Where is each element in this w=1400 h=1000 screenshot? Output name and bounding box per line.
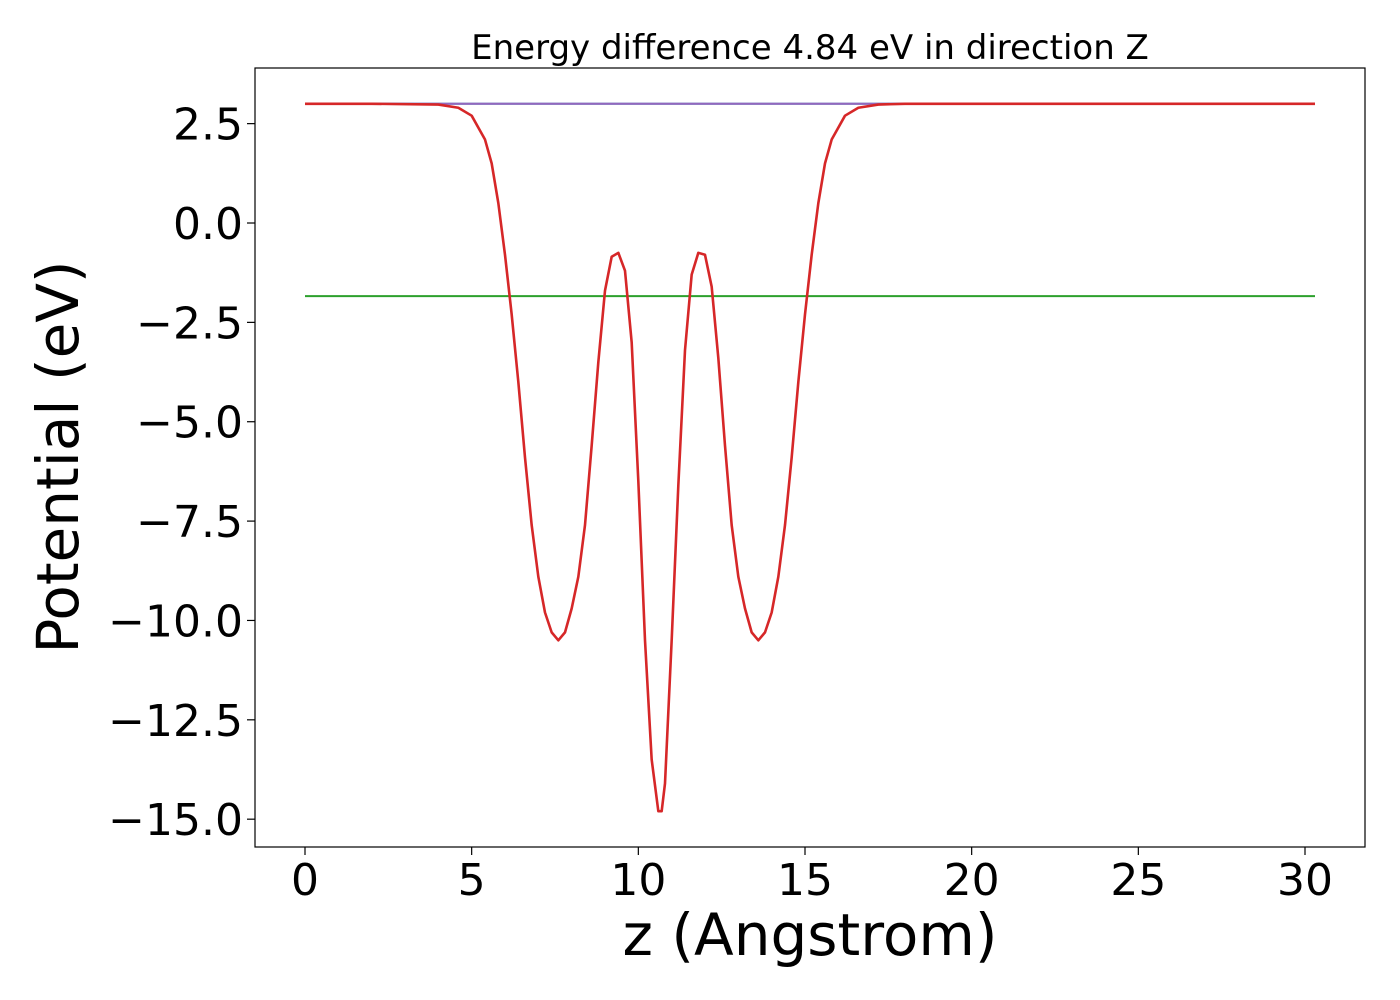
x-tick-label: 15: [777, 855, 833, 906]
x-axis-label: z (Angstrom): [623, 901, 998, 969]
y-tick-label: −10.0: [108, 596, 243, 647]
y-tick-label: −15.0: [108, 795, 243, 846]
x-tick-label: 20: [944, 855, 1000, 906]
y-tick-label: 2.5: [173, 100, 243, 151]
x-tick-label: 30: [1277, 855, 1333, 906]
chart-title: Energy difference 4.84 eV in direction Z: [471, 28, 1149, 68]
y-axis-ticks: 2.5 0.0 −2.5 −5.0 −7.5 −10.0 −12.5 −15.0: [108, 100, 255, 846]
plot-area: [255, 68, 1365, 847]
y-tick-label: −2.5: [136, 298, 243, 349]
y-tick-label: 0.0: [173, 199, 243, 250]
y-axis-label: Potential (eV): [24, 260, 92, 653]
x-tick-label: 10: [610, 855, 666, 906]
y-tick-label: −12.5: [108, 696, 243, 747]
x-tick-label: 5: [458, 855, 486, 906]
x-tick-label: 0: [291, 855, 319, 906]
y-tick-label: −7.5: [136, 497, 243, 548]
y-tick-label: −5.0: [136, 398, 243, 449]
plot-frame: [254, 67, 1366, 848]
x-tick-label: 25: [1110, 855, 1166, 906]
series-layer: [305, 102, 1315, 813]
x-axis-ticks: 0 5 10 15 20 25 30: [291, 847, 1333, 906]
series-line-3: [305, 102, 1315, 813]
